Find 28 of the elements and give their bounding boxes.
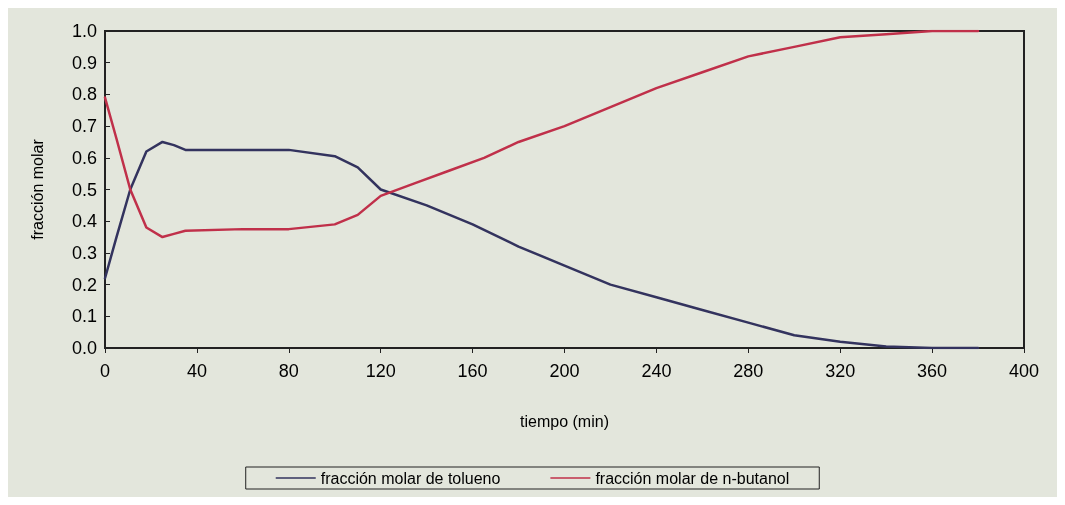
x-axis-title: tiempo (min) bbox=[520, 412, 609, 430]
y-tick-label: 0.5 bbox=[71, 179, 97, 200]
line-series bbox=[103, 29, 980, 239]
line-series bbox=[103, 140, 980, 350]
x-tick-label: 200 bbox=[549, 361, 580, 381]
legend-label: fracción molar de tolueno bbox=[320, 469, 501, 487]
x-tick-label: 0 bbox=[99, 361, 111, 381]
y-tick-label: 1.0 bbox=[71, 21, 97, 41]
legend-label: fracción molar de n-butanol bbox=[595, 469, 790, 487]
y-tick-label: 0.8 bbox=[71, 84, 97, 105]
x-tick-label: 400 bbox=[1008, 361, 1040, 381]
x-tick-label: 280 bbox=[733, 361, 764, 381]
y-tick-label: 0.1 bbox=[71, 306, 97, 327]
x-tick-label: 160 bbox=[457, 361, 488, 381]
x-tick-label: 320 bbox=[825, 361, 856, 381]
y-tick-label: 0.2 bbox=[71, 274, 97, 295]
y-tick-label: 0.4 bbox=[71, 211, 97, 232]
y-tick-label: 0.3 bbox=[71, 242, 97, 263]
y-axis-title: fracción molar bbox=[28, 138, 46, 240]
y-tick-label: 0.0 bbox=[71, 338, 97, 358]
x-tick-label: 40 bbox=[186, 361, 207, 381]
y-tick-label: 0.6 bbox=[71, 147, 97, 168]
y-tick-label: 0.9 bbox=[71, 52, 97, 73]
x-tick-label: 240 bbox=[641, 361, 672, 381]
x-tick-label: 80 bbox=[278, 361, 299, 381]
y-tick-label: 0.7 bbox=[71, 116, 97, 137]
x-tick-label: 360 bbox=[917, 361, 948, 381]
x-tick-label: 120 bbox=[365, 361, 396, 381]
